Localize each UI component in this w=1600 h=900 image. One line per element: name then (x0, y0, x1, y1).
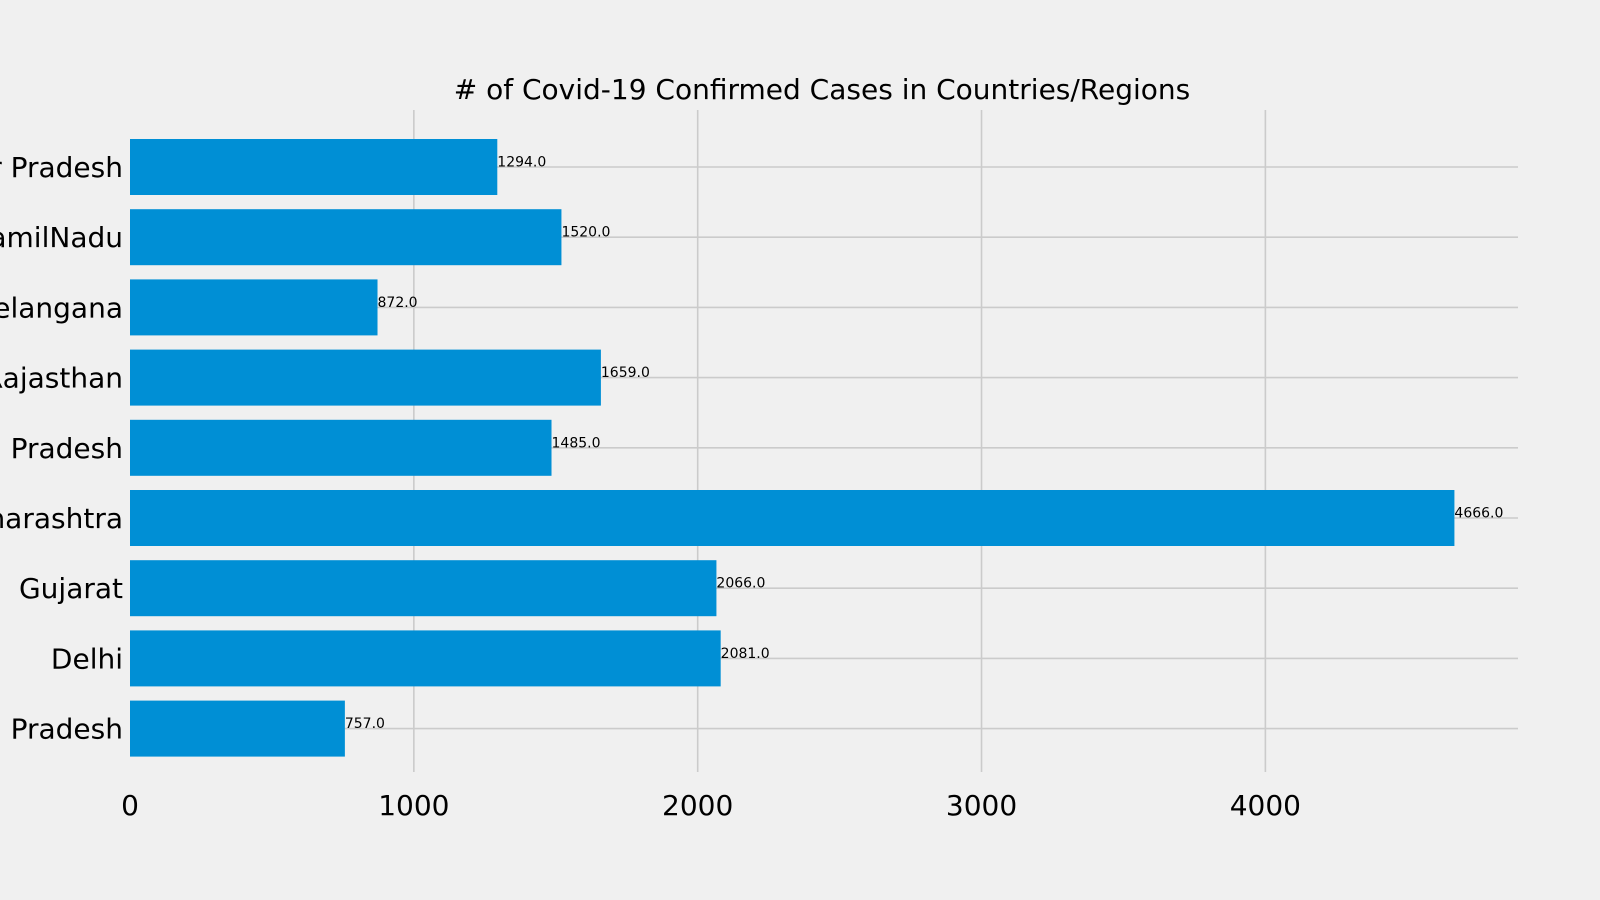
bar-7 (130, 630, 721, 687)
y-tick-label-0: r Pradesh (0, 151, 123, 184)
data-label-4: 1485.0 (552, 435, 601, 451)
y-tick-label-2: elangana (0, 291, 123, 324)
x-tick-label-1: 1000 (378, 789, 449, 822)
y-axis-tick-labels: r Pradesh amilNadu elangana Rajasthan Prades… (0, 151, 123, 746)
bar-0 (130, 139, 498, 195)
bar-3 (130, 349, 601, 406)
data-label-5: 4666.0 (1454, 506, 1503, 522)
data-label-7: 2081.0 (721, 646, 770, 662)
chart-title: # of Covid-19 Confirmed Cases in Countri… (454, 73, 1191, 106)
bar-5 (130, 490, 1455, 546)
data-label-1: 1520.0 (561, 225, 610, 241)
x-tick-label-0: 0 (121, 789, 139, 822)
y-tick-label-8: Pradesh (11, 713, 123, 746)
bar-1 (130, 209, 562, 266)
x-axis-tick-labels: 0 1000 2000 3000 4000 (121, 789, 1301, 822)
data-label-8: 757.0 (345, 716, 385, 732)
x-tick-label-4: 4000 (1230, 789, 1301, 822)
x-tick-label-3: 3000 (946, 789, 1017, 822)
x-tick-label-2: 2000 (662, 789, 733, 822)
y-tick-label-5: harashtra (0, 502, 123, 535)
y-tick-label-6: Gujarat (19, 572, 123, 605)
bar-8 (130, 700, 345, 757)
y-tick-label-1: amilNadu (0, 221, 123, 254)
data-label-6: 2066.0 (716, 576, 765, 592)
bar-6 (130, 560, 717, 617)
y-tick-label-7: Delhi (51, 642, 123, 675)
bar-2 (130, 279, 378, 336)
y-tick-label-3: Rajasthan (0, 362, 123, 395)
data-label-2: 872.0 (378, 295, 418, 311)
y-tick-label-4: Pradesh (11, 432, 123, 465)
bar-4 (130, 419, 552, 476)
data-labels-layer: 1294.0 1520.0 872.0 1659.0 1485.0 4666.0 2066.… (345, 155, 1504, 733)
data-label-0: 1294.0 (497, 155, 546, 171)
data-label-3: 1659.0 (601, 365, 650, 381)
bars-layer (130, 139, 1455, 757)
